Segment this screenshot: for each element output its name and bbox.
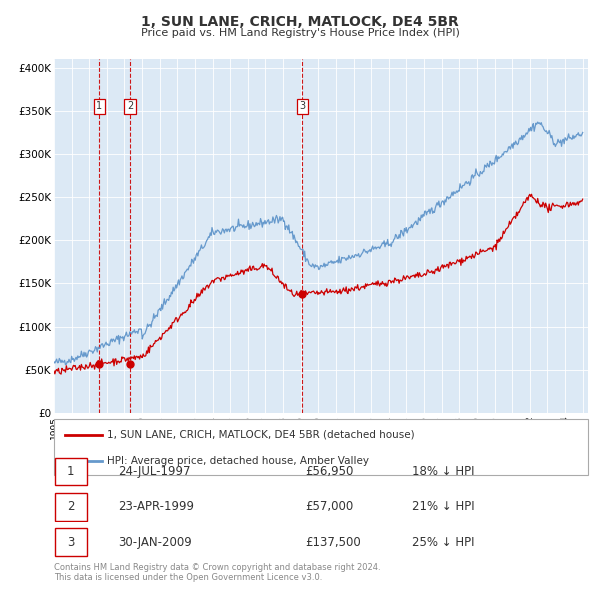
Text: 1, SUN LANE, CRICH, MATLOCK, DE4 5BR (detached house): 1, SUN LANE, CRICH, MATLOCK, DE4 5BR (de… bbox=[107, 430, 415, 440]
Text: 2: 2 bbox=[127, 101, 133, 112]
Text: 1: 1 bbox=[67, 465, 74, 478]
Text: 30-JAN-2009: 30-JAN-2009 bbox=[118, 536, 192, 549]
Text: 18% ↓ HPI: 18% ↓ HPI bbox=[412, 465, 474, 478]
Text: 3: 3 bbox=[67, 536, 74, 549]
Text: Price paid vs. HM Land Registry's House Price Index (HPI): Price paid vs. HM Land Registry's House … bbox=[140, 28, 460, 38]
FancyBboxPatch shape bbox=[55, 458, 86, 485]
Text: 21% ↓ HPI: 21% ↓ HPI bbox=[412, 500, 475, 513]
Text: Contains HM Land Registry data © Crown copyright and database right 2024.
This d: Contains HM Land Registry data © Crown c… bbox=[54, 563, 380, 582]
Text: 1, SUN LANE, CRICH, MATLOCK, DE4 5BR: 1, SUN LANE, CRICH, MATLOCK, DE4 5BR bbox=[141, 15, 459, 29]
Text: £56,950: £56,950 bbox=[305, 465, 353, 478]
Text: HPI: Average price, detached house, Amber Valley: HPI: Average price, detached house, Ambe… bbox=[107, 456, 370, 466]
FancyBboxPatch shape bbox=[55, 529, 86, 556]
Text: 1: 1 bbox=[96, 101, 102, 112]
FancyBboxPatch shape bbox=[54, 419, 588, 475]
Text: 25% ↓ HPI: 25% ↓ HPI bbox=[412, 536, 474, 549]
Text: 24-JUL-1997: 24-JUL-1997 bbox=[118, 465, 191, 478]
FancyBboxPatch shape bbox=[55, 493, 86, 520]
Text: 3: 3 bbox=[299, 101, 305, 112]
Text: 2: 2 bbox=[67, 500, 74, 513]
Text: 23-APR-1999: 23-APR-1999 bbox=[118, 500, 194, 513]
Text: £57,000: £57,000 bbox=[305, 500, 353, 513]
Text: £137,500: £137,500 bbox=[305, 536, 361, 549]
